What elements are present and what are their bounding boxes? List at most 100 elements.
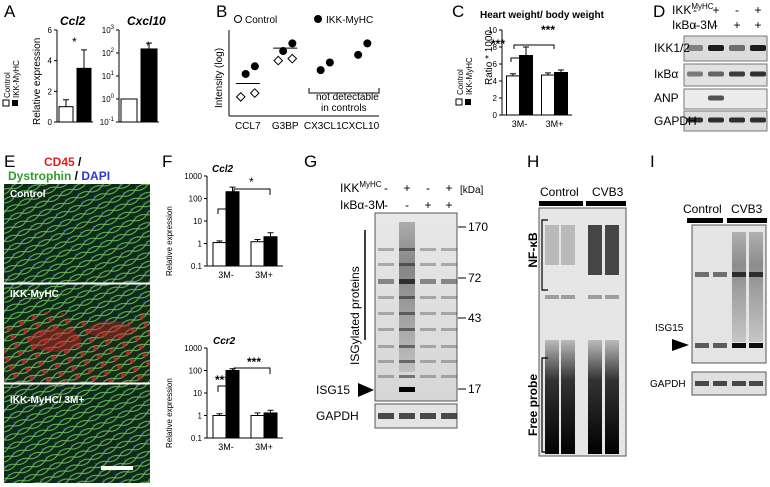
free-probe-lane bbox=[605, 340, 619, 454]
blot-band bbox=[750, 71, 766, 77]
gapdh-band bbox=[713, 381, 727, 386]
data-point-control bbox=[287, 53, 298, 64]
y-tick-label: 0.1 bbox=[191, 262, 203, 271]
isg15-arrow-icon bbox=[672, 339, 689, 351]
blot-band bbox=[729, 45, 745, 51]
panel-i-bands bbox=[695, 232, 763, 386]
blot-band bbox=[441, 263, 457, 266]
data-point-control bbox=[249, 88, 260, 99]
cvb3-smear bbox=[749, 232, 763, 342]
blot-band bbox=[420, 279, 436, 284]
chart-a1-star: * bbox=[72, 35, 77, 49]
data-point-ikk bbox=[241, 69, 250, 78]
panel-c-title: Heart weight/ body weight bbox=[480, 10, 605, 21]
panel-label-i: I bbox=[650, 152, 655, 171]
legend-control-marker bbox=[234, 15, 242, 23]
blot-band bbox=[378, 345, 394, 348]
sign-ikba3m: - bbox=[405, 198, 409, 212]
panel-g-signs: - - + - - + + + bbox=[384, 181, 453, 212]
sign-ikba3m: + bbox=[445, 198, 452, 212]
panel-g-kda: [kDa] bbox=[460, 185, 484, 196]
panel-a: Control IKK-MyHC Relative expression Ccl… bbox=[2, 14, 166, 127]
nonspecific-band bbox=[605, 295, 619, 299]
panel-label-d: D bbox=[653, 2, 665, 21]
blot-band bbox=[378, 328, 394, 331]
blot-isg15 bbox=[374, 212, 458, 402]
free-probe-bracket bbox=[541, 357, 548, 453]
data-point-ikk bbox=[288, 39, 297, 48]
gapdh-band bbox=[420, 413, 436, 419]
blot-band bbox=[687, 71, 703, 77]
micrograph-label-3m: IKK-MyHC/ 3M+ bbox=[10, 395, 84, 406]
x-tick-label: 3M- bbox=[218, 270, 234, 280]
panel-label-h: H bbox=[527, 152, 539, 171]
panel-g-ikk: IKKMyHC bbox=[340, 180, 382, 195]
nfkb-complex-band bbox=[545, 225, 559, 265]
panel-h-bar-control bbox=[539, 201, 583, 206]
bar bbox=[225, 370, 240, 439]
sig-bracket-inner bbox=[510, 57, 522, 62]
gapdh-band bbox=[399, 413, 415, 419]
blot-band bbox=[378, 263, 394, 266]
blot-band bbox=[420, 312, 436, 315]
panel-b-legend-ikk: IKK-MyHC bbox=[326, 15, 373, 26]
legend-control-swatch bbox=[2, 99, 10, 107]
blot-band bbox=[378, 375, 394, 378]
y-tick-label: 103 bbox=[102, 25, 115, 35]
chart-f1-title: Ccl2 bbox=[212, 164, 234, 175]
blot-label-ikk12: IKK1/2 bbox=[654, 41, 690, 55]
micrograph-ikk-infiltrate bbox=[4, 305, 150, 383]
panel-b: Control IKK-MyHC Intensity (log) not det… bbox=[214, 15, 380, 132]
y-tick-label: 10 bbox=[193, 217, 202, 226]
sign-ikba3m: - bbox=[693, 18, 697, 32]
y-tick-label: 1 bbox=[198, 412, 203, 421]
panel-g: IKKMyHC IκBα-3M [kDa] - - + - - + + + ISGylated… bbox=[316, 180, 488, 429]
data-point-ikk bbox=[279, 47, 288, 56]
panel-b-note-1: not detectable bbox=[316, 92, 379, 103]
chart-f1-sig-outer: * bbox=[249, 175, 254, 189]
blot-band bbox=[399, 345, 415, 348]
blot-band bbox=[708, 117, 724, 123]
x-tick-label: 3M- bbox=[512, 119, 528, 129]
blot-band bbox=[399, 328, 415, 331]
panel-d: IKKMyHC IκBα-3M - --+--+++ IKK1/2 IκBα A… bbox=[654, 2, 768, 132]
panel-h-bar-cvb3 bbox=[586, 201, 626, 206]
blot-label-ikba: IκBα bbox=[654, 67, 678, 81]
chart-f2: 0.1 1 10 100 1000 3M- 3M+ bbox=[184, 344, 283, 452]
panel-e: CD45 / Dystrophin / DAPI Control IKK-MyH… bbox=[4, 155, 150, 483]
blot-band bbox=[708, 95, 724, 101]
blot-band bbox=[732, 272, 746, 277]
y-tick-label: 102 bbox=[102, 48, 115, 58]
nfkb-complex-band bbox=[605, 225, 619, 275]
sign-ikk: - bbox=[426, 181, 430, 195]
chart-f1-ylabel: Relative expression bbox=[165, 206, 174, 276]
marker-170: 170 bbox=[468, 220, 488, 234]
panel-b-ylabel: Intensity (log) bbox=[214, 48, 225, 108]
panel-b-note-2: in controls bbox=[321, 103, 367, 114]
isg15-band bbox=[399, 387, 415, 392]
nonspecific-band bbox=[588, 295, 602, 299]
blot-band bbox=[695, 272, 709, 277]
bar bbox=[212, 415, 227, 439]
blot-band bbox=[441, 279, 457, 284]
blot-anp bbox=[683, 88, 768, 110]
gapdh-band bbox=[695, 381, 709, 386]
blot-i-gapdh bbox=[691, 371, 767, 396]
blot-gapdh bbox=[683, 110, 768, 132]
marker-72: 72 bbox=[468, 271, 482, 285]
blot-band bbox=[441, 345, 457, 348]
bar bbox=[263, 412, 278, 439]
isg15-band bbox=[713, 343, 727, 348]
blot-label-gapdh: GAPDH bbox=[654, 114, 697, 128]
gapdh-band bbox=[441, 413, 457, 419]
blot-band bbox=[399, 312, 415, 315]
data-point-ikk bbox=[354, 50, 363, 59]
chart-a2-title: Cxcl10 bbox=[127, 14, 166, 28]
blot-band bbox=[441, 248, 457, 251]
panel-label-c: C bbox=[452, 2, 464, 21]
x-tick-label: 3M+ bbox=[546, 119, 564, 129]
blot-band bbox=[420, 263, 436, 266]
y-tick-label: 1000 bbox=[184, 344, 202, 353]
panel-label-b: B bbox=[216, 2, 227, 21]
panel-h-group-control: Control bbox=[540, 185, 579, 199]
